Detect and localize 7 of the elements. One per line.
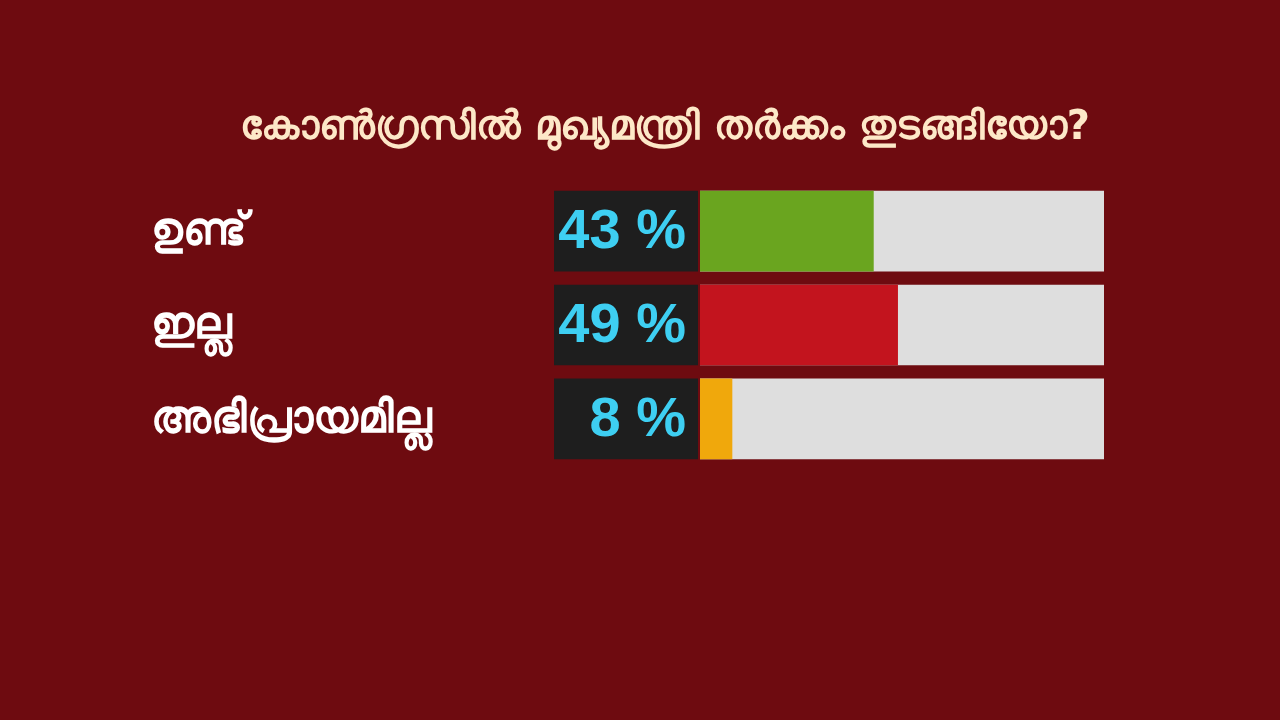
data-label: 43 % [558,197,686,261]
data-label: 49 % [558,291,686,354]
y-tick-label: ഉണ്ട് [150,203,253,255]
data-label: 8 % [589,384,686,448]
y-tick-label: ഇല്ല [150,297,233,357]
chart-title: കോൺഗ്രസിൽ മുഖ്യമന്ത്രി തർക്കം തുടങ്ങിയോ? [240,102,1090,151]
y-tick-label: അഭിപ്രായമില്ല [150,390,433,451]
